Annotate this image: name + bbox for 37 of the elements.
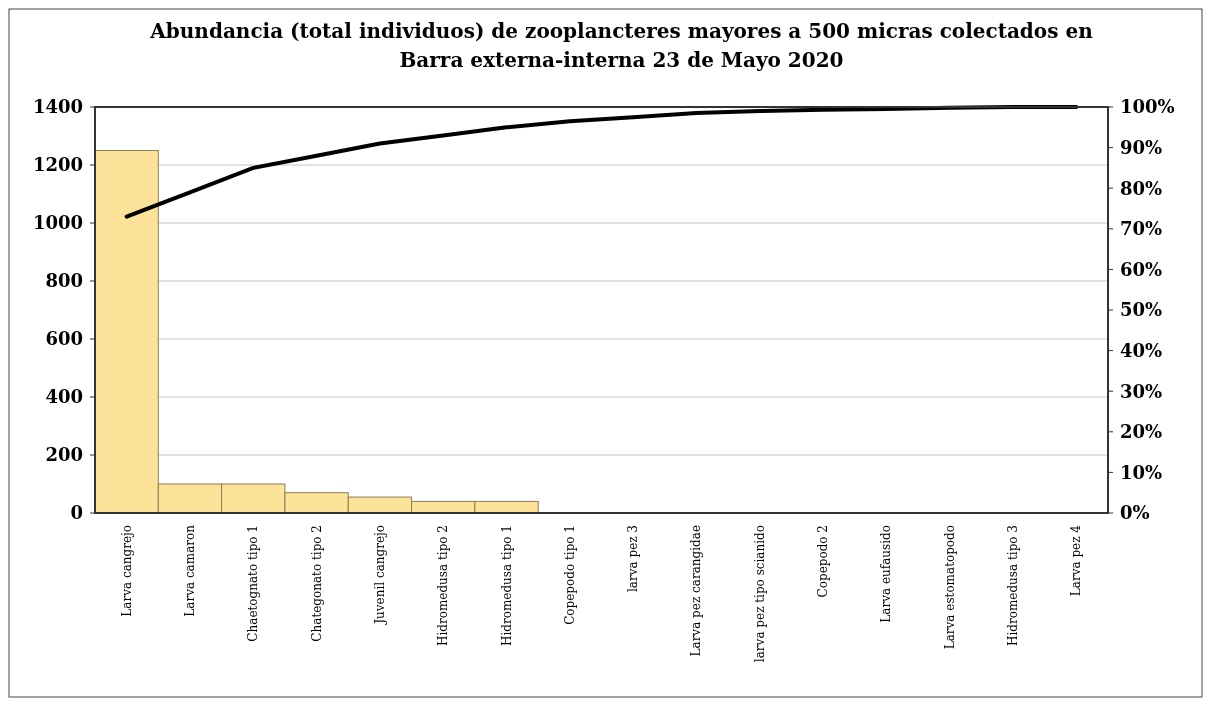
x-tick-label: Larva pez 4 (1069, 524, 1084, 597)
x-tick-label: larva pez tipo scianido (752, 525, 767, 663)
x-tick-label: Copepodo tipo 1 (562, 525, 577, 625)
y2-tick-label: 20% (1120, 421, 1163, 443)
x-tick-label: Hidromedusa tipo 2 (436, 525, 451, 646)
y2-tick-label: 100% (1120, 96, 1175, 118)
y2-tick-label: 80% (1120, 177, 1163, 199)
y-tick-label: 200 (45, 444, 83, 466)
y2-tick-label: 40% (1120, 339, 1163, 361)
x-tick-label: Hidromedusa tipo 3 (1006, 525, 1021, 646)
x-tick-label: Larva estomatopodo (942, 525, 957, 650)
x-tick-label: Juvenil cangrejo (372, 525, 387, 626)
y-tick-label: 0 (70, 502, 83, 524)
x-tick-label: Copepodo 2 (816, 525, 831, 598)
y-tick-label: 1200 (32, 154, 83, 176)
x-tick-label: Larva cangrejo (119, 525, 134, 617)
x-tick-label: Chategonato tipo 2 (309, 525, 324, 642)
chart-title: Abundancia (total individuos) de zooplancteres mayores a 500 micras colectados en Barra externa-interna 23 de Mayo 2020 (149, 19, 1094, 72)
x-tick-label: larva pez 3 (626, 525, 641, 593)
y2-tick-label: 30% (1120, 380, 1163, 402)
y2-tick-label: 10% (1120, 461, 1163, 483)
x-tick-label: Larva camaron (182, 524, 197, 617)
x-tick-label: Chaetognato tipo 1 (246, 525, 261, 642)
y2-tick-label: 60% (1120, 258, 1163, 280)
y2-tick-label: 0% (1120, 502, 1150, 524)
y-tick-label: 1400 (32, 96, 83, 118)
y-tick-label: 800 (45, 270, 83, 292)
y2-tick-label: 70% (1120, 218, 1163, 240)
y2-tick-label: 50% (1120, 299, 1163, 321)
y-tick-label: 400 (45, 386, 83, 408)
line-series (124, 105, 1079, 219)
x-tick-label: Larva eufausido (879, 525, 894, 623)
y-tick-label: 600 (45, 328, 83, 350)
y-tick-label: 1000 (32, 212, 83, 234)
x-tick-label: Hidromedusa tipo 1 (499, 525, 514, 646)
y2-tick-label: 90% (1120, 136, 1163, 158)
x-tick-label: Larva pez carangidae (689, 525, 704, 657)
